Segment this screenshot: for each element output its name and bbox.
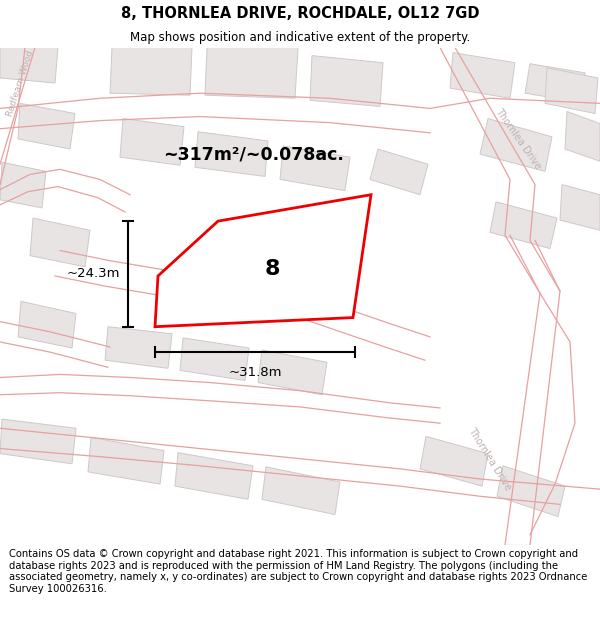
Text: Redfearn Wood: Redfearn Wood <box>5 49 35 118</box>
Text: ~24.3m: ~24.3m <box>67 268 120 281</box>
Polygon shape <box>525 64 585 102</box>
Polygon shape <box>280 146 350 191</box>
Polygon shape <box>0 419 76 464</box>
Polygon shape <box>195 132 268 176</box>
Text: 8: 8 <box>264 259 280 279</box>
Polygon shape <box>565 111 600 161</box>
Text: Thornlea Drive: Thornlea Drive <box>493 106 543 171</box>
Polygon shape <box>490 202 557 249</box>
Polygon shape <box>560 184 600 230</box>
Polygon shape <box>105 327 172 368</box>
Text: Contains OS data © Crown copyright and database right 2021. This information is : Contains OS data © Crown copyright and d… <box>9 549 587 594</box>
Polygon shape <box>420 436 488 486</box>
Text: Thornlea Drive: Thornlea Drive <box>467 426 514 492</box>
Polygon shape <box>18 301 76 348</box>
Polygon shape <box>497 466 565 517</box>
Polygon shape <box>0 48 58 83</box>
Polygon shape <box>545 68 598 114</box>
Polygon shape <box>205 48 298 98</box>
Polygon shape <box>0 162 46 208</box>
Polygon shape <box>370 149 428 195</box>
Polygon shape <box>18 103 75 149</box>
Text: Map shows position and indicative extent of the property.: Map shows position and indicative extent… <box>130 31 470 44</box>
Polygon shape <box>30 218 90 267</box>
Polygon shape <box>175 452 253 499</box>
Polygon shape <box>480 119 552 171</box>
Text: 8, THORNLEA DRIVE, ROCHDALE, OL12 7GD: 8, THORNLEA DRIVE, ROCHDALE, OL12 7GD <box>121 6 479 21</box>
Text: ~31.8m: ~31.8m <box>228 366 282 379</box>
Polygon shape <box>120 119 184 165</box>
Polygon shape <box>450 52 515 98</box>
Polygon shape <box>155 195 371 327</box>
Polygon shape <box>258 350 327 395</box>
Polygon shape <box>110 48 192 95</box>
Polygon shape <box>262 467 340 514</box>
Text: ~317m²/~0.078ac.: ~317m²/~0.078ac. <box>163 145 344 163</box>
Polygon shape <box>310 56 383 106</box>
Polygon shape <box>180 338 249 381</box>
Polygon shape <box>88 438 164 484</box>
